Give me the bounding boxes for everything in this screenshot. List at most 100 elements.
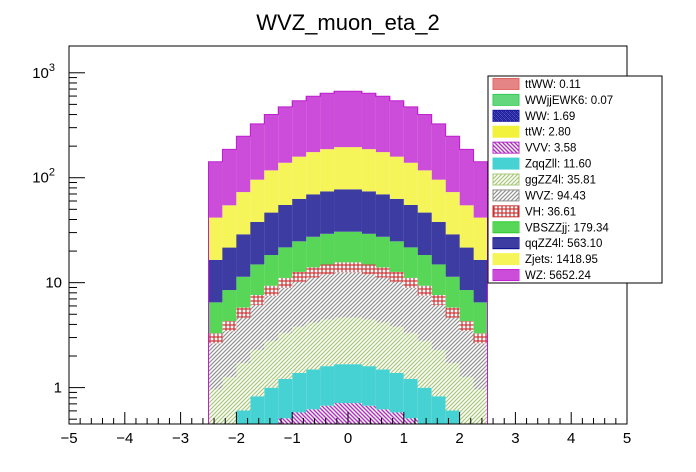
bar-ZqqZll-bin-16 (431, 396, 446, 424)
bar-Zjets-bin-19 (473, 217, 488, 260)
legend-swatch-ttW (492, 125, 520, 138)
bar-ggZZ4l-bin-1 (222, 376, 237, 424)
bar-WVZ-bin-0 (208, 343, 223, 390)
legend-label-WW: WW: 1.69 (525, 111, 575, 123)
x-tick-label: 0 (344, 430, 352, 447)
chart-title: WVZ_muon_eta_2 (256, 10, 439, 35)
bar-ZqqZll-bin-12 (375, 369, 390, 410)
bar-Zjets-bin-8 (320, 149, 335, 192)
bar-ZqqZll-bin-4 (264, 387, 279, 424)
bar-WVZ-bin-16 (431, 304, 446, 350)
bar-VH-bin-13 (389, 271, 404, 282)
bar-ggZZ4l-bin-18 (459, 376, 474, 424)
bar-VVV-bin-10 (348, 403, 362, 424)
bar-VBSZZjj-bin-14 (403, 247, 418, 278)
bar-VBSZZjj-bin-13 (389, 241, 404, 272)
bar-ZqqZll-bin-14 (403, 378, 418, 419)
bar-ggZZ4l-bin-5 (278, 332, 293, 379)
bar-VBSZZjj-bin-6 (292, 241, 307, 272)
x-tick-label: −5 (60, 430, 77, 447)
bar-qqZZ4l-bin-14 (403, 204, 418, 248)
bar-Zjets-bin-9 (334, 147, 348, 190)
x-tick-label: −2 (228, 430, 245, 447)
bar-WZ-bin-4 (264, 114, 279, 171)
bar-VVV-bin-9 (334, 403, 348, 424)
bar-Zjets-bin-12 (375, 152, 390, 195)
bar-VH-bin-18 (459, 321, 474, 332)
bar-qqZZ4l-bin-2 (236, 234, 251, 277)
bar-VH-bin-10 (348, 262, 362, 273)
bar-ZqqZll-bin-17 (445, 410, 460, 424)
bar-VBSZZjj-bin-8 (320, 233, 335, 265)
bar-ZqqZll-bin-7 (306, 369, 321, 410)
bar-WVZ-bin-12 (375, 277, 390, 323)
bar-VH-bin-16 (431, 295, 446, 305)
bar-VH-bin-12 (375, 267, 390, 278)
x-tick-label: −1 (284, 430, 301, 447)
bar-WVZ-bin-13 (389, 281, 404, 327)
bar-qqZZ4l-bin-6 (292, 198, 307, 242)
bar-Zjets-bin-0 (208, 217, 223, 260)
bar-VBSZZjj-bin-1 (222, 290, 237, 322)
bar-VVV-bin-12 (375, 409, 390, 424)
x-tick-label: 4 (567, 430, 575, 447)
bar-qqZZ4l-bin-15 (417, 212, 432, 256)
y-tick-label: 1 (54, 380, 62, 397)
bar-WZ-bin-6 (292, 100, 307, 157)
legend-swatch-VH (492, 205, 520, 218)
legend-swatch-WW (492, 109, 520, 122)
legend: ttWW: 0.11 WWjjEWK6: 0.07 WW: 1.69 ttW: 2.8… (487, 75, 663, 284)
bar-ggZZ4l-bin-16 (431, 349, 446, 397)
bar-WZ-bin-13 (389, 100, 404, 157)
bar-WZ-bin-16 (431, 123, 446, 180)
bar-Zjets-bin-1 (222, 205, 237, 248)
y-tick-exponent: 2 (49, 167, 55, 179)
bar-VVV-bin-7 (306, 409, 321, 424)
y-tick-base: 10 (32, 65, 49, 82)
bar-ggZZ4l-bin-6 (292, 326, 307, 373)
legend-label-WZ: WZ: 5652.24 (525, 270, 591, 282)
bar-Zjets-bin-18 (459, 205, 474, 248)
bar-VBSZZjj-bin-15 (417, 255, 432, 286)
y-tick-base: 10 (45, 275, 62, 292)
bar-ggZZ4l-bin-3 (250, 349, 265, 397)
bar-VBSZZjj-bin-17 (445, 276, 460, 308)
bar-Zjets-bin-10 (348, 147, 362, 190)
bar-qqZZ4l-bin-8 (320, 191, 335, 234)
legend-swatch-ZqqZll (492, 157, 520, 170)
bar-VBSZZjj-bin-19 (473, 302, 488, 334)
bar-VH-bin-6 (292, 271, 307, 282)
bar-VBSZZjj-bin-10 (348, 231, 362, 263)
bar-Zjets-bin-6 (292, 156, 307, 199)
bar-VH-bin-8 (320, 264, 335, 275)
bar-WVZ-bin-4 (264, 295, 279, 341)
y-tick-label: 103 (32, 62, 55, 82)
bar-VBSZZjj-bin-5 (278, 247, 293, 278)
y-tick-label: 10 (45, 275, 62, 292)
legend-label-VBSZZjj: VBSZZjj: 179.34 (525, 222, 609, 234)
bar-VH-bin-19 (473, 333, 488, 344)
bar-WZ-bin-15 (417, 114, 432, 171)
bar-ggZZ4l-bin-9 (334, 317, 348, 365)
bar-VBSZZjj-bin-16 (431, 264, 446, 296)
bar-WVZ-bin-3 (250, 304, 265, 350)
bar-WVZ-bin-15 (417, 295, 432, 341)
bar-ggZZ4l-bin-19 (473, 389, 488, 424)
bar-WZ-bin-10 (348, 91, 362, 148)
bar-VBSZZjj-bin-3 (250, 264, 265, 296)
bar-VH-bin-0 (208, 333, 223, 344)
bar-VH-bin-5 (278, 277, 293, 288)
bar-VVV-bin-8 (320, 405, 335, 424)
bar-VH-bin-17 (445, 307, 460, 318)
bar-VH-bin-3 (250, 295, 265, 305)
bar-Zjets-bin-11 (361, 149, 376, 192)
legend-swatch-qqZZ4l (492, 237, 520, 250)
stack-outline (208, 90, 488, 424)
bar-WVZ-bin-14 (403, 287, 418, 333)
bar-WVZ-bin-9 (334, 272, 348, 318)
bar-WVZ-bin-6 (292, 281, 307, 327)
bar-Zjets-bin-15 (417, 170, 432, 213)
bar-qqZZ4l-bin-0 (208, 259, 223, 303)
legend-swatch-VBSZZjj (492, 221, 520, 234)
bar-ZqqZll-bin-13 (389, 372, 404, 413)
